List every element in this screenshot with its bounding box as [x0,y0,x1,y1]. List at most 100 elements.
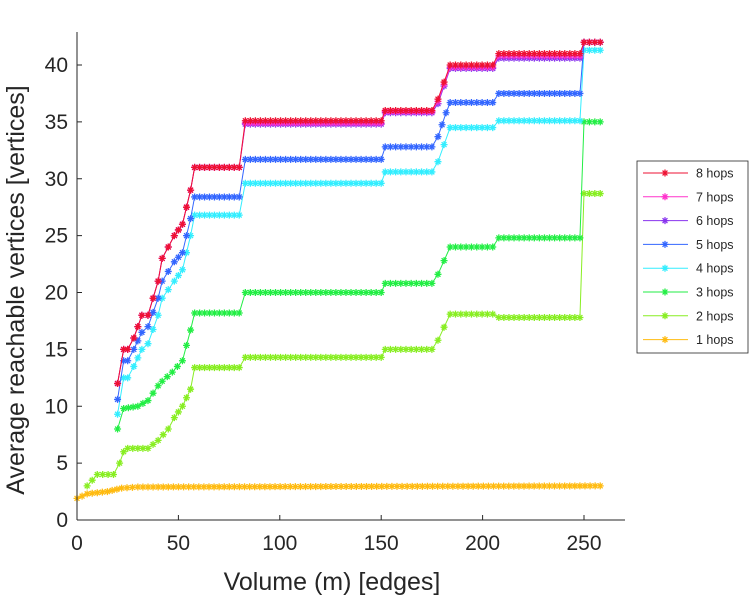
data-point-marker [220,309,228,317]
data-point-marker [525,482,533,490]
data-point-marker [556,117,564,125]
x-tick-label: 200 [465,532,500,555]
data-point-marker [332,353,340,361]
legend-marker [661,264,669,272]
data-point-marker [282,179,290,187]
data-point-marker [377,155,385,163]
data-point-marker [178,402,186,410]
legend-item: 8 hops [643,167,734,181]
data-point-marker [392,345,400,353]
data-point-marker [178,266,186,274]
data-point-marker [210,163,218,171]
data-point-marker [397,168,405,176]
data-point-marker [451,243,459,251]
data-point-marker [392,279,400,287]
data-point-marker [442,109,450,117]
data-point-marker [93,471,101,478]
data-point-marker [205,483,213,491]
data-point-marker [261,155,269,163]
data-point-marker [484,482,492,490]
data-point-marker [187,385,195,393]
data-point-marker [174,408,182,416]
data-point-marker [483,243,491,251]
data-point-marker [556,234,564,242]
data-point-marker [383,482,391,490]
data-point-marker [307,155,315,163]
data-point-marker [120,448,128,456]
data-point-marker [407,168,415,176]
data-point-marker [530,314,538,322]
y-tick-label: 10 [45,395,68,418]
data-point-marker [451,310,459,318]
data-point-marker [386,168,394,176]
data-point-marker [386,279,394,287]
data-point-marker [246,155,254,163]
data-point-marker [423,168,431,176]
data-point-marker [367,353,375,361]
data-point-marker [372,289,380,296]
data-point-marker [99,471,107,478]
legend-label: 4 hops [696,262,734,276]
data-point-marker [120,405,128,413]
data-point-marker [525,234,533,242]
data-point-marker [347,179,355,187]
data-point-marker [505,117,513,125]
data-point-marker [272,155,280,163]
data-point-marker [407,345,415,353]
data-point-marker [256,117,264,125]
data-point-marker [241,289,249,296]
data-point-marker [591,190,599,198]
data-point-marker [180,483,188,491]
data-point-marker [261,179,269,187]
data-point-marker [495,117,503,125]
data-point-marker [585,190,593,198]
data-point-marker [187,215,195,223]
data-point-marker [483,61,491,69]
y-tick-label: 40 [45,54,68,77]
data-point-marker [272,289,280,296]
data-point-marker [525,117,533,125]
data-point-marker [138,311,146,319]
data-point-marker [451,124,459,132]
data-point-marker [478,124,486,132]
data-point-marker [423,279,431,287]
data-point-marker [139,483,147,491]
data-point-marker [190,483,198,491]
data-point-marker [191,211,199,219]
data-point-marker [357,155,365,163]
data-point-marker [292,353,300,361]
data-point-marker [423,345,431,353]
data-point-marker [312,179,320,187]
legend-item: 4 hops [643,262,734,276]
data-point-marker [510,117,518,125]
data-point-marker [530,89,538,97]
data-point-marker [183,232,191,240]
data-point-marker [215,364,223,372]
data-point-marker [495,234,503,242]
data-point-marker [342,353,350,361]
data-point-marker [266,353,274,361]
data-point-marker [277,155,285,163]
data-point-marker [551,314,559,322]
data-point-marker [210,364,218,372]
data-point-marker [116,459,124,467]
data-point-marker [205,309,213,317]
data-point-marker [196,211,204,219]
data-point-marker [580,190,588,198]
data-point-marker [505,50,513,58]
data-point-marker [451,61,459,69]
series-3-hops [114,118,604,433]
data-point-marker [178,249,186,257]
data-point-marker [372,117,380,125]
data-point-marker [474,482,482,490]
data-point-marker [489,99,497,107]
data-point-marker [170,258,178,266]
data-point-marker [418,279,426,287]
data-point-marker [195,483,203,491]
data-point-marker [266,179,274,187]
data-point-marker [510,482,518,490]
data-point-marker [220,483,228,491]
data-point-marker [546,314,554,322]
data-point-marker [500,482,508,490]
legend-item: 5 hops [643,238,734,252]
